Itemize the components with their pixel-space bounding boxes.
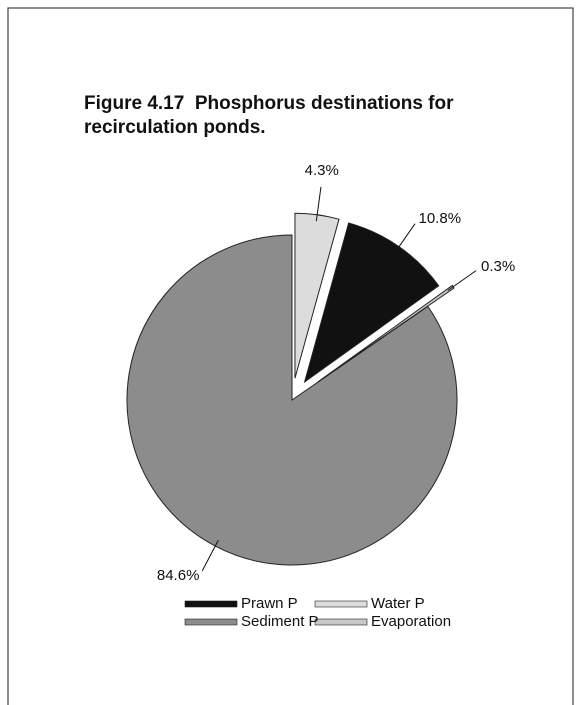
legend-swatch [184, 618, 238, 626]
legend-label: Water P [371, 595, 425, 612]
legend-label: Prawn P [241, 595, 298, 612]
data-label: 10.8% [419, 210, 462, 227]
legend-swatch [314, 618, 368, 626]
legend-swatch [314, 600, 368, 608]
leader-line [394, 223, 416, 253]
legend-label: Evaporation [371, 613, 451, 630]
chart-title: Figure 4.17 Phosphorus destinations for … [84, 93, 459, 138]
frame [7, 7, 574, 705]
data-label: 4.3% [305, 162, 339, 179]
legend-swatch [184, 600, 238, 608]
data-label: 0.3% [481, 258, 515, 275]
leader-line [315, 186, 322, 222]
leader-line [201, 539, 219, 572]
legend-label: Sediment P [241, 613, 319, 630]
leader-line [447, 270, 477, 291]
data-label: 84.6% [157, 567, 200, 584]
